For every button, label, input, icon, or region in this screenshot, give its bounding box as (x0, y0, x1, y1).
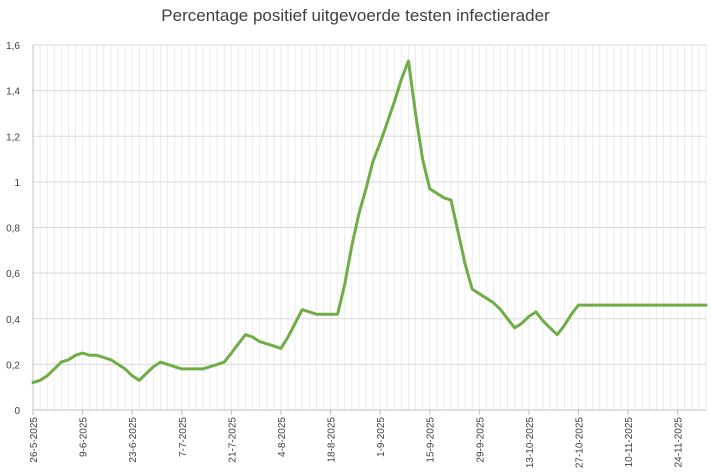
y-tick-label: 0,2 (6, 360, 20, 371)
x-tick-label: 27-10-2025 (574, 417, 585, 469)
x-tick-label: 26-5-2025 (29, 417, 40, 463)
y-tick-label: 1,4 (6, 87, 20, 98)
x-tick-label: 4-8-2025 (277, 417, 288, 457)
y-tick-label: 0,8 (6, 224, 20, 235)
x-tick-label: 7-7-2025 (178, 417, 189, 457)
y-tick-label: 1,6 (6, 41, 20, 52)
y-tick-label: 0,6 (6, 269, 20, 280)
x-tick-label: 18-8-2025 (327, 417, 338, 463)
y-tick-label: 0 (14, 406, 20, 417)
chart-title: Percentage positief uitgevoerde testen i… (161, 6, 550, 25)
x-tick-label: 23-6-2025 (128, 417, 139, 463)
x-tick-label: 13-10-2025 (525, 417, 536, 469)
y-tick-label: 0,4 (6, 315, 20, 326)
x-tick-label: 29-9-2025 (475, 417, 486, 463)
series-layer (31, 59, 708, 385)
series-line (31, 59, 708, 385)
x-tick-label: 21-7-2025 (227, 417, 238, 463)
y-tick-label: 1,2 (6, 132, 20, 143)
x-tick-label: 10-11-2025 (624, 417, 635, 468)
x-tick-label: 15-9-2025 (426, 417, 437, 463)
x-tick-label: 1-9-2025 (376, 417, 387, 457)
y-tick-labels: 0 0,2 0,4 0,6 0,8 1 1,2 1,4 1,6 (6, 41, 20, 417)
x-tick-label: 24-11-2025 (674, 417, 685, 468)
grid (32, 44, 707, 411)
axes (32, 45, 706, 415)
x-tick-labels: 26-5-2025 9-6-2025 23-6-2025 7-7-2025 21-7-2… (29, 417, 685, 469)
y-tick-label: 1 (14, 178, 20, 189)
x-tick-label: 9-6-2025 (79, 417, 90, 457)
